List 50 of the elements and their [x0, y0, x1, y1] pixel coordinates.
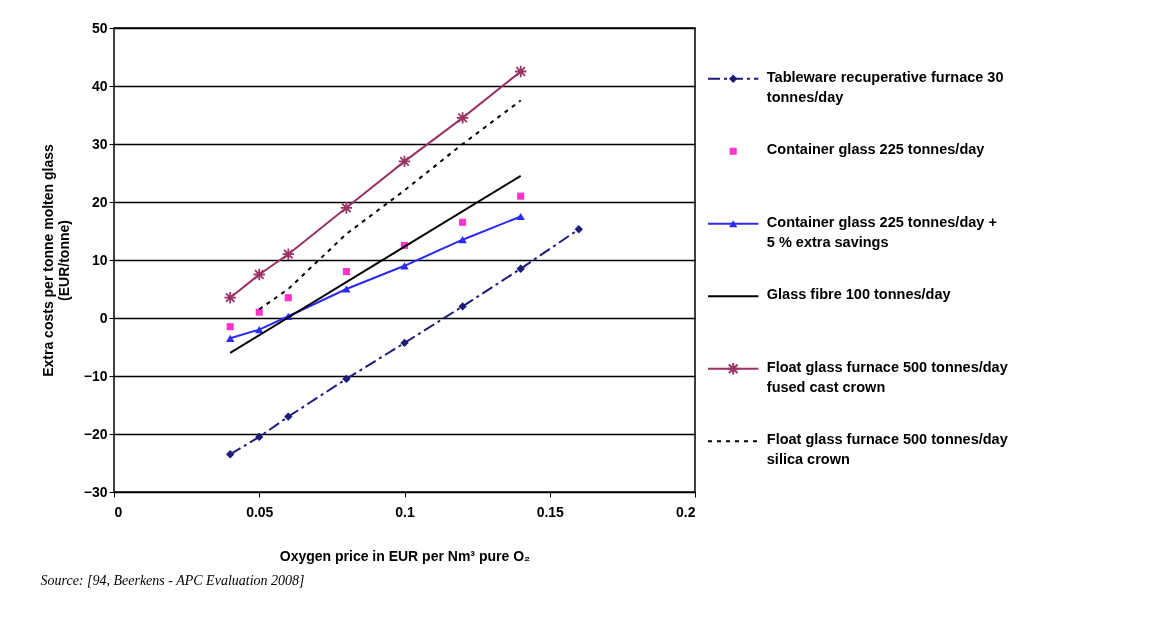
y-tick-label: 40	[91, 77, 108, 94]
legend-label: Float glass furnace 500 tonnes/day silica crown	[766, 431, 1008, 468]
y-axis-title: Extra costs per tonne molten glass (EUR/tonne)	[39, 143, 72, 377]
y-tick-label: 30	[91, 135, 108, 152]
point	[226, 450, 235, 459]
x-tick-label: 0	[114, 503, 123, 520]
legend-label: Glass fibre 100 tonnes/day	[766, 286, 951, 303]
legend-label: Container glass 225 tonnes/day + 5 % extra savings	[766, 213, 997, 250]
point	[516, 212, 525, 221]
point	[400, 262, 409, 270]
point	[397, 154, 412, 168]
point	[514, 64, 528, 79]
point	[574, 225, 583, 234]
point	[342, 268, 350, 276]
y-tick-label: 0	[99, 309, 108, 326]
point	[339, 201, 353, 215]
y-tick-label: −10	[83, 367, 108, 384]
x-axis-title: Oxygen price in EUR per Nm³ pure O₂	[279, 547, 531, 564]
y-tick-label: −20	[83, 425, 108, 442]
point	[223, 291, 237, 305]
point	[255, 308, 263, 316]
legend-label: Tableware recuperative furnace 30 tonnes/day	[766, 68, 1004, 105]
point	[458, 302, 467, 311]
y-tick-label: −30	[83, 483, 108, 500]
point	[252, 267, 266, 282]
y-tick-label: 50	[91, 19, 108, 36]
point	[226, 334, 235, 342]
point	[342, 374, 351, 384]
point	[458, 236, 467, 244]
point	[226, 323, 234, 331]
point	[342, 285, 351, 293]
point	[255, 432, 264, 442]
point	[400, 338, 409, 348]
x-tick-label: 0.05	[246, 503, 274, 520]
point	[255, 325, 264, 334]
point	[284, 294, 292, 302]
point	[284, 412, 293, 421]
x-tick-label: 0.1	[395, 503, 415, 520]
x-tick-label: 0.15	[536, 503, 565, 520]
y-tick-label: 20	[91, 193, 108, 210]
legend-label: Float glass furnace 500 tonnes/day fused cast crown	[766, 358, 1008, 395]
x-tick-label: 0.2	[676, 503, 696, 520]
source-note: Source: [94, Beerkens - APC Evaluation 2008]	[40, 572, 305, 588]
point	[456, 111, 470, 125]
point	[281, 247, 295, 261]
point	[459, 218, 467, 226]
legend-label: Container glass 225 tonnes/day	[766, 141, 985, 158]
point	[516, 264, 525, 273]
point	[517, 192, 525, 200]
y-tick-label: 10	[91, 251, 108, 268]
